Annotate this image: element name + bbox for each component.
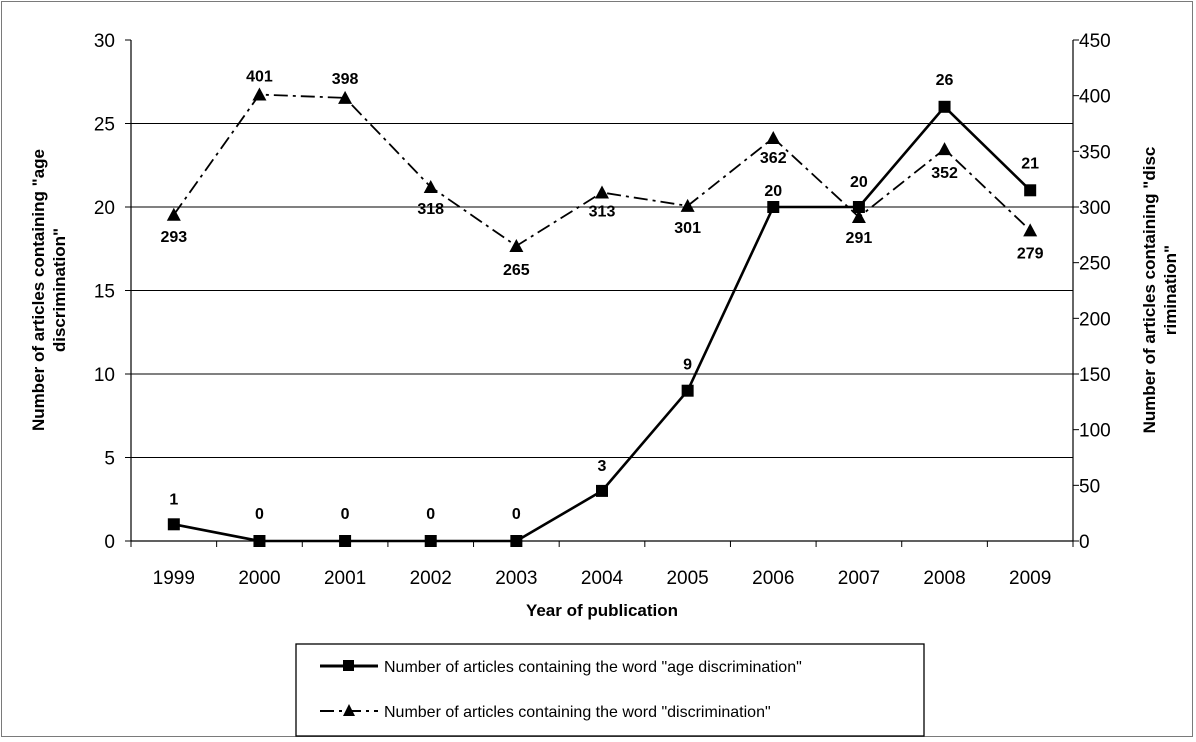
series-age-point — [681, 384, 694, 397]
series-age-point — [167, 518, 180, 531]
x-tick-label: 2008 — [923, 568, 965, 589]
x-tick-label: 2002 — [410, 568, 452, 589]
series-age-point — [1024, 184, 1037, 197]
data-label-disc: 318 — [417, 201, 444, 218]
data-label-age: 1 — [169, 491, 178, 508]
series-age-discrimination-line — [173, 105, 1032, 543]
data-label-age: 0 — [341, 506, 350, 523]
x-tick-label: 2007 — [838, 568, 880, 589]
series-disc-point — [166, 207, 181, 221]
legend-box — [295, 643, 925, 737]
series-disc-point — [252, 87, 267, 101]
x-tick-label: 2005 — [666, 568, 708, 589]
legend-label-age: Number of articles containing the word "… — [384, 659, 802, 676]
series-disc-point — [1023, 223, 1038, 237]
y-axis-right-title: Number of articles containing "disc rimin… — [1140, 147, 1180, 434]
y-right-tick-label: 450 — [1079, 31, 1111, 52]
data-labels: 1 0 0 0 0 3 9 20 20 26 21 293 401 398 318 265 313 301 362 2… — [160, 69, 1043, 523]
series-disc-point — [680, 198, 695, 212]
y-left-tick-label: 10 — [94, 365, 115, 386]
series-age-point — [424, 535, 437, 547]
x-tick-label: 2006 — [752, 568, 794, 589]
series-age-point — [596, 484, 608, 497]
series-disc-point — [595, 185, 609, 199]
y-right-tick-label: 150 — [1079, 365, 1111, 386]
series-disc-point — [509, 238, 524, 252]
y-right-tick-label: 350 — [1079, 142, 1111, 163]
data-label-disc: 401 — [246, 69, 273, 86]
y-left-tick-label: 15 — [94, 282, 115, 303]
data-label-age: 3 — [598, 458, 607, 475]
x-tick-label: 1999 — [153, 568, 195, 589]
y-left-tick-label: 20 — [94, 198, 115, 219]
series-layer — [166, 87, 1038, 547]
data-label-disc: 291 — [846, 230, 873, 247]
series-age-point — [852, 201, 865, 213]
data-label-disc: 293 — [160, 229, 187, 246]
data-label-disc: 279 — [1017, 245, 1044, 262]
y-right-tick-label: 0 — [1079, 532, 1090, 553]
legend-swatch-age-marker — [343, 660, 354, 671]
data-label-disc: 352 — [931, 165, 958, 182]
y-right-tick-label: 400 — [1079, 87, 1111, 108]
data-label-age: 0 — [255, 506, 264, 523]
data-label-disc: 398 — [332, 71, 359, 88]
y-axis-left-title: Number of articles containing "age discri… — [29, 149, 69, 431]
tick-labels: 0510152025300501001502002503003504004501… — [94, 31, 1111, 589]
y-right-tick-label: 300 — [1079, 198, 1111, 219]
series-disc-point — [338, 90, 353, 104]
series-age-point — [767, 201, 780, 213]
data-label-age: 0 — [426, 506, 435, 523]
series-age-point — [253, 535, 266, 547]
series-age-point — [938, 100, 951, 113]
y-right-tick-label: 100 — [1079, 421, 1111, 442]
x-tick-label: 2004 — [581, 568, 624, 589]
data-label-age: 20 — [764, 183, 782, 200]
legend: Number of articles containing the word "… — [295, 643, 925, 737]
legend-label-disc: Number of articles containing the word "… — [384, 704, 771, 721]
x-tick-label: 2003 — [495, 568, 537, 589]
data-label-disc: 301 — [674, 220, 701, 237]
y-left-tick-label: 0 — [104, 532, 115, 553]
legend-swatch-disc-marker — [343, 704, 355, 716]
data-label-disc: 362 — [760, 150, 787, 167]
y-right-tick-label: 250 — [1079, 254, 1111, 275]
x-axis-title: Year of publication — [526, 601, 678, 620]
series-disc-point — [766, 130, 781, 144]
y-left-tick-label: 5 — [104, 449, 115, 470]
y-right-tick-label: 200 — [1079, 309, 1111, 330]
data-label-age: 26 — [936, 72, 954, 89]
data-label-disc: 265 — [503, 262, 530, 279]
data-label-age: 21 — [1021, 155, 1039, 172]
data-label-disc: 313 — [589, 204, 616, 221]
series-discrimination-line — [173, 93, 1031, 248]
data-label-age: 0 — [512, 506, 521, 523]
y-right-tick-label: 50 — [1079, 476, 1100, 497]
x-tick-label: 2000 — [238, 568, 280, 589]
y-left-tick-label: 25 — [94, 115, 115, 136]
gridlines — [131, 123, 1073, 458]
series-disc-point — [851, 210, 866, 224]
series-disc-point — [423, 179, 438, 193]
x-tick-label: 2009 — [1009, 568, 1051, 589]
series-age-point — [339, 535, 352, 547]
x-tick-label: 2001 — [324, 568, 366, 589]
series-age-point — [510, 535, 523, 547]
series-disc-point — [937, 142, 952, 156]
data-label-age: 20 — [850, 174, 868, 191]
data-label-age: 9 — [683, 357, 692, 374]
y-left-tick-label: 30 — [94, 31, 115, 52]
